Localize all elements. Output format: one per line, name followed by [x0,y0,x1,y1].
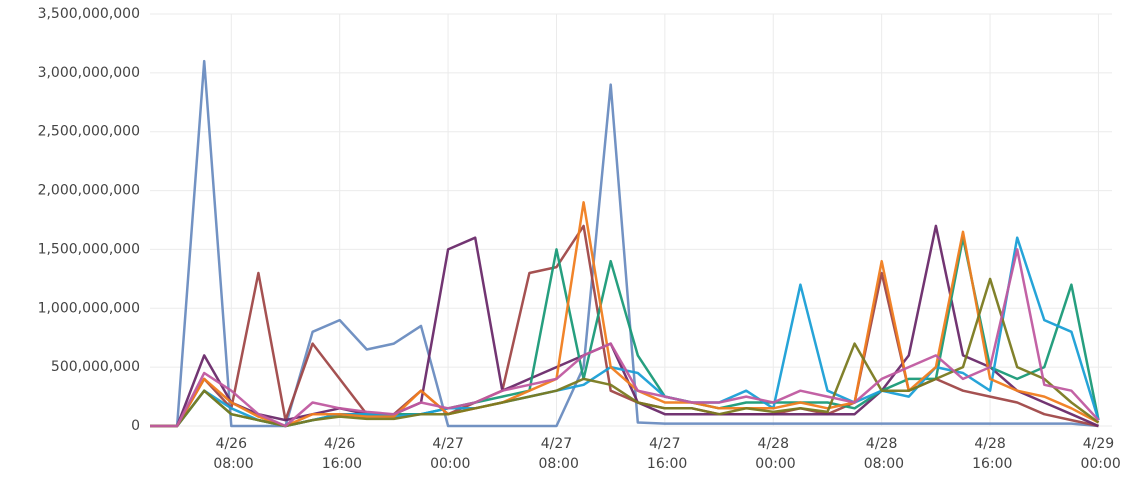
series-line [150,201,1100,428]
y-tick-label: 2,000,000,000 [38,183,140,199]
x-tick-line: 4/27 [432,436,463,452]
y-tick-label: 1,500,000,000 [38,241,140,257]
x-tick-line: 16:00 [968,456,1013,472]
x-tick-line: 00:00 [751,456,796,472]
x-tick-label: 4/26 08:00 [209,436,254,472]
x-tick-label: 4/27 16:00 [642,436,687,472]
x-tick-line: 08:00 [209,456,254,472]
x-tick-label: 4/28 16:00 [968,436,1013,472]
y-tick-label: 0 [131,418,140,434]
y-tick-label: 500,000,000 [51,359,140,375]
y-tick-label: 2,500,000,000 [38,124,140,140]
x-tick-label: 4/28 08:00 [859,436,904,472]
x-tick-line: 4/28 [974,436,1005,452]
x-tick-label: 4/28 00:00 [751,436,796,472]
x-tick-line: 4/29 [1083,436,1114,452]
series-line [150,224,1099,428]
x-tick-line: 00:00 [1076,456,1121,472]
x-tick-line: 4/26 [216,436,248,452]
x-tick-label: 4/27 08:00 [534,436,579,472]
y-tick-label: 1,000,000,000 [38,300,140,316]
x-tick-line: 16:00 [317,456,362,472]
x-tick-line: 4/27 [541,436,572,452]
x-tick-label: 4/29 00:00 [1076,436,1121,472]
x-tick-label: 4/27 00:00 [426,436,471,472]
series-line [150,59,1099,428]
series-line [150,248,1100,428]
x-tick-line: 4/28 [758,436,789,452]
x-tick-line: 4/27 [649,436,680,452]
y-tick-label: 3,000,000,000 [38,65,140,81]
x-tick-line: 16:00 [642,456,687,472]
y-tick-label: 3,500,000,000 [38,6,140,22]
x-tick-line: 08:00 [859,456,904,472]
x-tick-label: 4/26 16:00 [317,436,362,472]
x-tick-line: 08:00 [534,456,579,472]
x-tick-line: 00:00 [426,456,471,472]
x-tick-line: 4/28 [866,436,897,452]
x-tick-line: 4/26 [324,436,356,452]
series-line [150,277,1100,428]
